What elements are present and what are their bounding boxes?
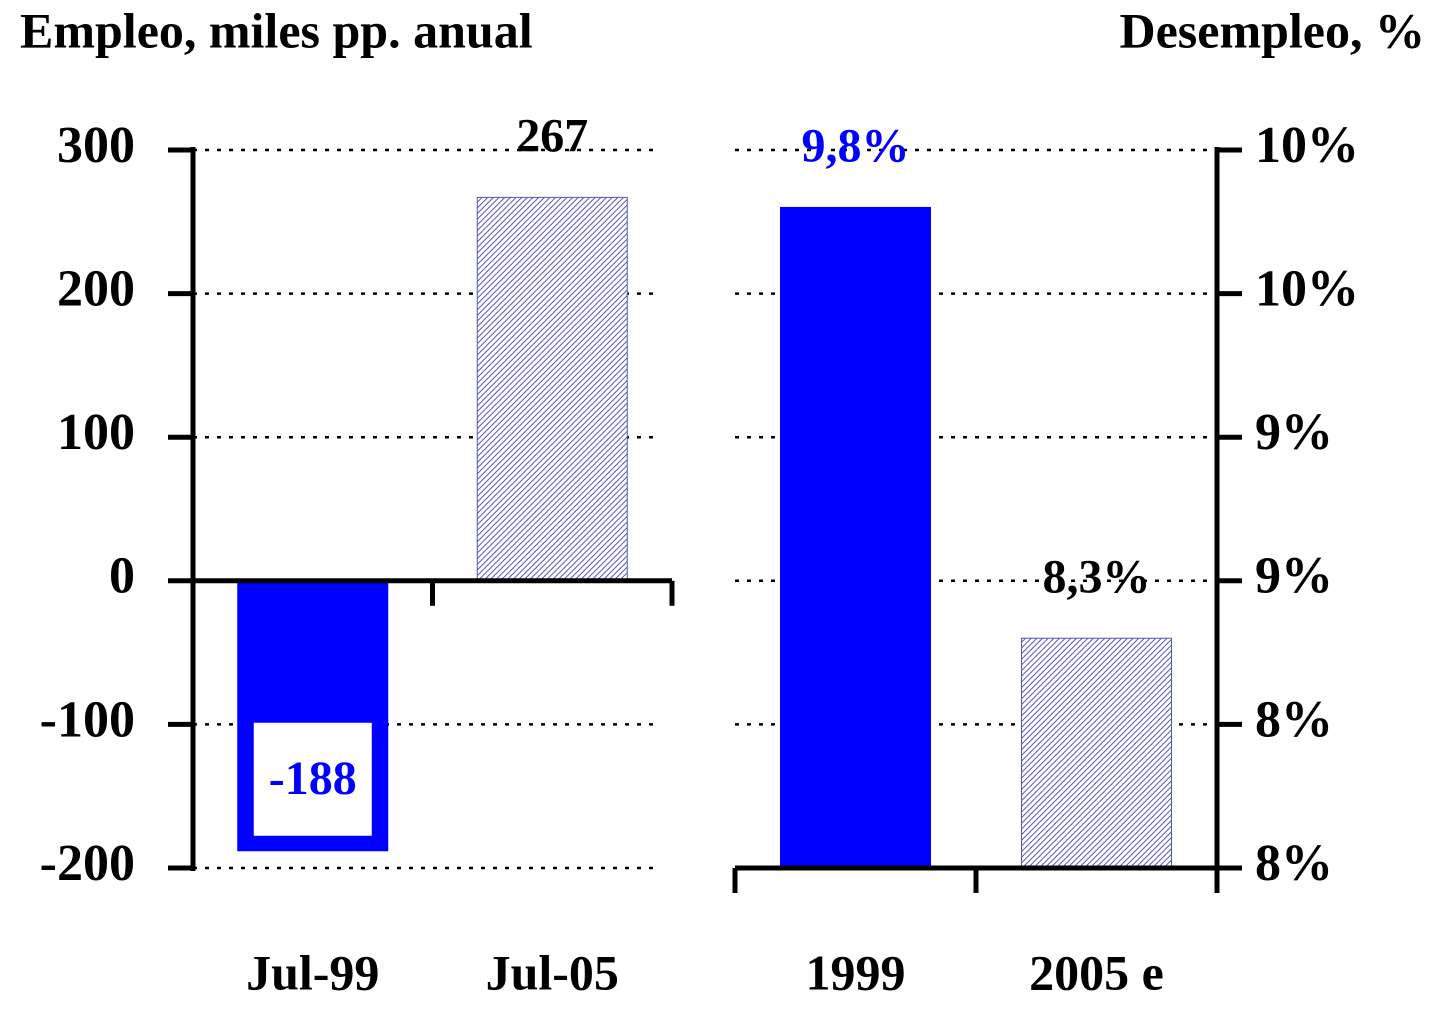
y-tick-label: 8%	[1255, 835, 1333, 892]
y-tick-label: 100	[57, 404, 135, 461]
y-tick-label: 8%	[1255, 691, 1333, 748]
value-label: 8,3%	[1043, 550, 1151, 603]
right-axis-title: Desempleo, %	[1120, 2, 1426, 58]
x-tick-label: 2005 e	[1029, 944, 1164, 1000]
x-tick-label: 1999	[806, 944, 906, 1000]
y-tick-label: -100	[40, 691, 135, 748]
value-label: 267	[516, 109, 588, 162]
x-tick-label: Jul-99	[246, 944, 379, 1000]
label-box	[253, 722, 372, 836]
bar	[780, 206, 931, 869]
y-tick-label: -200	[40, 835, 135, 892]
y-tick-label: 9%	[1255, 404, 1333, 461]
y-tick-label: 300	[57, 117, 135, 174]
bar	[1021, 637, 1172, 869]
y-tick-label: 9%	[1255, 548, 1333, 605]
y-tick-label: 10%	[1255, 117, 1359, 174]
x-tick-label: Jul-05	[486, 944, 619, 1000]
y-tick-label: 200	[57, 261, 135, 318]
value-label: -188	[269, 752, 357, 805]
value-label: 9,8%	[802, 119, 910, 172]
y-tick-label: 10%	[1255, 261, 1359, 318]
y-tick-label: 0	[109, 548, 135, 605]
left-axis-title: Empleo, miles pp. anual	[20, 2, 533, 58]
bar	[476, 196, 628, 582]
